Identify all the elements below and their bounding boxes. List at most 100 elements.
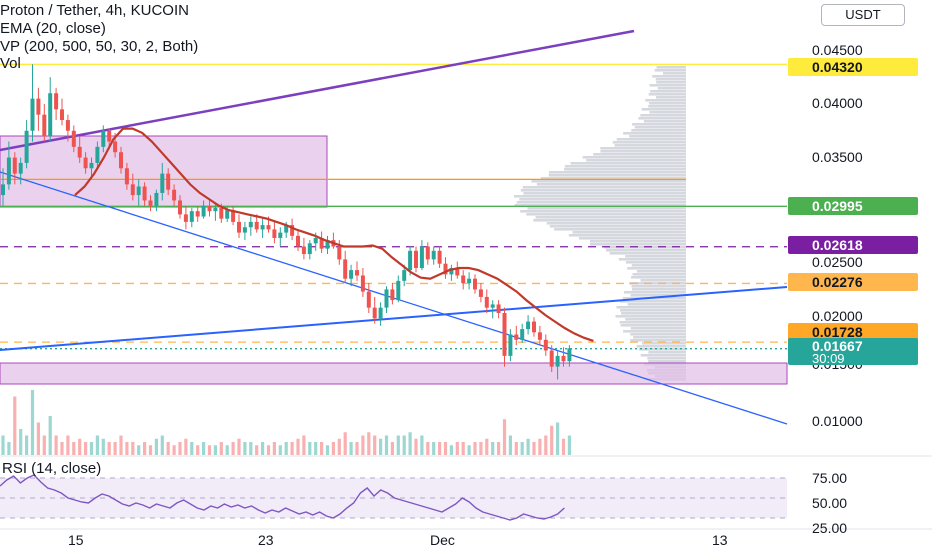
rsi-legend[interactable]: RSI (14, close) <box>2 460 102 477</box>
volume-bar <box>379 438 383 455</box>
volume-bar <box>408 432 412 455</box>
volume-bar <box>308 442 312 455</box>
price-axis-label: 0.02000 <box>812 308 863 324</box>
ascending-trendline <box>0 286 788 351</box>
volume-profile-legend[interactable]: VP (200, 500, 50, 30, 2, Both) <box>0 38 199 55</box>
volume-bar <box>438 442 442 455</box>
volume-legend[interactable]: Vol <box>0 55 21 72</box>
candle-body <box>431 250 436 260</box>
volume-profile-bar <box>523 192 686 195</box>
volume-bar <box>420 435 424 455</box>
volume-bar <box>538 438 542 455</box>
volume-profile-bar <box>630 339 686 342</box>
volume-profile-bar <box>615 315 686 318</box>
volume-bar <box>272 442 276 455</box>
volume-profile-bar <box>631 129 686 132</box>
volume-bar <box>449 445 453 455</box>
volume-profile-bar <box>636 270 686 273</box>
price-tag <box>788 236 918 254</box>
price-tag-label: 0.02618 <box>812 237 863 253</box>
volume-profile-bar <box>600 150 686 153</box>
symbol-title[interactable]: Proton / Tether, 4h, KUCOIN <box>0 2 189 19</box>
candle-body <box>532 321 536 333</box>
volume-profile-bar <box>548 174 686 177</box>
volume-bar <box>544 435 548 455</box>
volume-bar <box>54 435 58 455</box>
candle-body <box>467 278 472 283</box>
volume-bar <box>154 438 158 455</box>
candle-body <box>378 307 383 319</box>
volume-profile-bar <box>540 177 686 180</box>
candle-body <box>549 350 554 367</box>
candle-body <box>18 162 23 174</box>
candle-body <box>561 355 566 362</box>
candle-body <box>42 114 47 137</box>
volume-profile-bar <box>589 243 686 246</box>
price-axis-label: 0.04500 <box>812 42 863 58</box>
candle-body <box>390 289 395 301</box>
volume-bar <box>160 435 164 455</box>
volume-bar <box>84 442 88 455</box>
volume-profile-bar <box>636 345 686 348</box>
volume-bar <box>278 445 282 455</box>
candle-body <box>414 250 418 268</box>
volume-profile-bar <box>645 99 686 102</box>
candle-body <box>384 289 389 308</box>
volume-bar <box>355 442 359 455</box>
candle-body <box>543 339 548 351</box>
price-tag-label: 0.02276 <box>812 274 863 290</box>
volume-bar <box>19 429 23 455</box>
volume-profile-bar <box>656 66 686 69</box>
currency-button[interactable]: USDT <box>821 4 905 26</box>
volume-bar <box>550 425 554 455</box>
volume-profile-bar <box>606 249 686 252</box>
volume-profile-bar <box>600 147 686 150</box>
candle-body <box>508 334 513 356</box>
candle-body <box>113 141 118 153</box>
candle-body <box>124 168 129 185</box>
volume-bar <box>402 435 406 455</box>
candle-body <box>12 157 17 174</box>
candle-body <box>313 237 318 244</box>
candle-body <box>172 189 177 201</box>
volume-profile-bar <box>514 204 686 207</box>
volume-bar <box>349 442 353 455</box>
candle-body <box>219 207 224 219</box>
volume-bar <box>567 435 571 455</box>
ema-legend[interactable]: EMA (20, close) <box>0 20 106 37</box>
volume-profile-bar <box>627 267 686 270</box>
candle-body <box>555 355 560 367</box>
volume-profile-bar <box>586 159 686 162</box>
candle-body <box>337 246 342 260</box>
volume-profile-bar <box>531 180 686 183</box>
volume-profile-bar <box>627 303 686 306</box>
volume-profile-bar <box>568 234 686 237</box>
volume-profile-bar <box>641 108 686 111</box>
volume-bar <box>119 435 123 455</box>
volume-bar <box>42 435 46 455</box>
price-tag <box>788 323 918 341</box>
volume-profile-bar <box>655 78 686 81</box>
candle-body <box>254 221 259 230</box>
volume-profile-bar <box>663 72 686 75</box>
candle-body <box>484 296 489 308</box>
candle-body <box>419 246 424 268</box>
volume-profile-bar <box>648 105 686 108</box>
volume-bar <box>343 432 347 455</box>
volume-profile-bar <box>616 306 686 309</box>
volume-bar <box>467 445 471 455</box>
volume-bar <box>78 438 82 455</box>
volume-bar <box>337 438 341 455</box>
volume-profile-bar <box>520 189 686 192</box>
volume-bar <box>101 438 105 455</box>
volume-profile-bar <box>623 291 686 294</box>
volume-profile-bar <box>640 279 686 282</box>
volume-profile-bar <box>618 258 686 261</box>
candle-body <box>195 211 200 217</box>
bar-countdown-label: 30:09 <box>812 351 845 366</box>
volume-profile-bar <box>638 348 686 351</box>
volume-bar <box>497 442 501 455</box>
candle-body <box>54 93 59 110</box>
volume-bar <box>249 442 253 455</box>
